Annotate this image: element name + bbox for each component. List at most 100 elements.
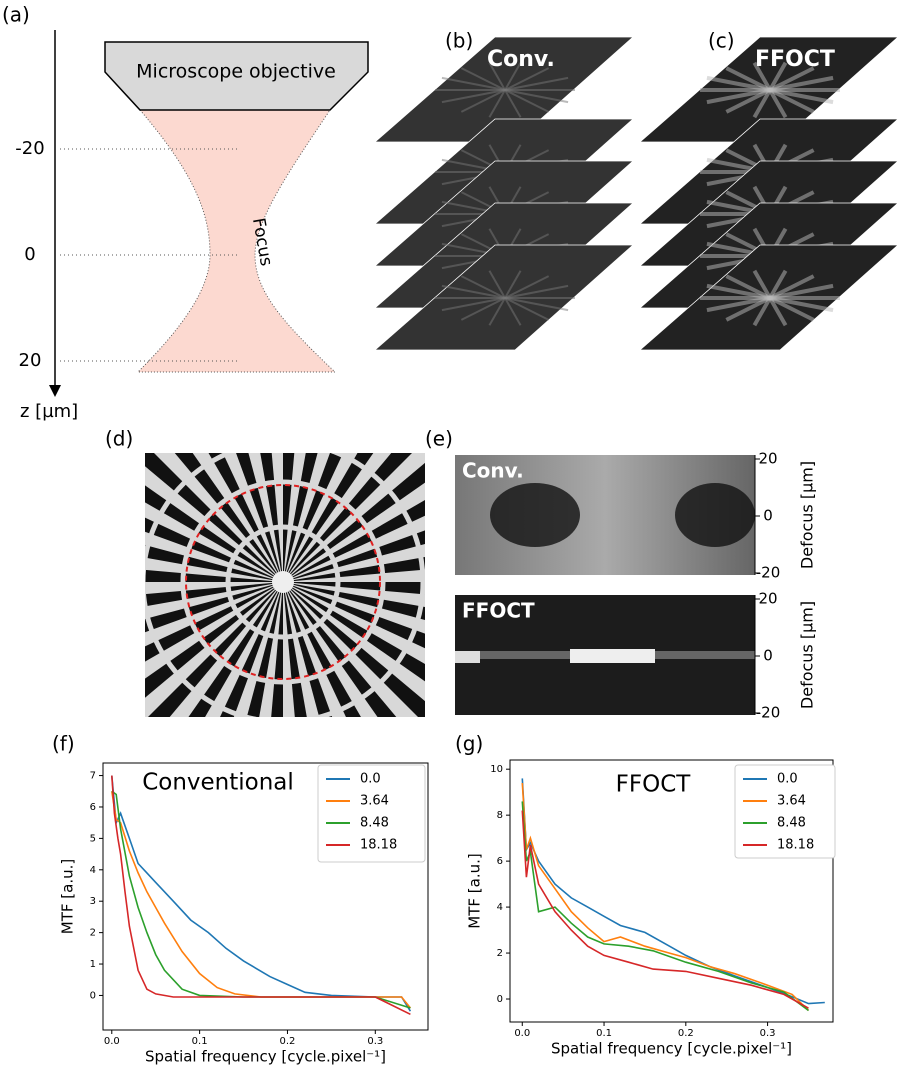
legend-label: 8.48 (777, 816, 806, 831)
slice-texture (504, 67, 550, 91)
y-tick-label: 8 (497, 810, 503, 821)
star-wedge (283, 530, 425, 582)
slice-texture (460, 67, 506, 91)
star-center (272, 571, 294, 593)
star-wedge (236, 453, 283, 582)
y-tick-label: 6 (90, 802, 96, 813)
slice-texture (504, 76, 569, 91)
y-tick-label: 0 (90, 990, 96, 1001)
y-axis-label: Defocus [µm] (798, 601, 817, 709)
y-tick-label: -20 (756, 564, 781, 582)
star-ring (180, 479, 386, 685)
slice-texture (768, 89, 788, 119)
series-line (521, 801, 809, 1012)
y-axis-label: Defocus [µm] (798, 461, 817, 569)
y-tick-label: 0 (763, 647, 773, 665)
star-wedge (145, 545, 283, 582)
star-wedge (283, 500, 425, 582)
slice-texture (460, 89, 506, 113)
series-line (111, 775, 411, 1016)
slice-texture (725, 88, 771, 114)
beam (136, 109, 337, 373)
chart-title: FFOCT (616, 772, 692, 798)
x-tick-label: 0.1 (192, 1036, 208, 1047)
y-tick-label: 20 (758, 590, 777, 608)
slice-texture (488, 89, 506, 118)
star-wedge (174, 453, 283, 582)
legend (734, 764, 836, 859)
slice-texture (441, 76, 506, 91)
panel-label: (e) (425, 427, 453, 451)
objective (104, 41, 369, 111)
star-wedge (145, 582, 283, 662)
blob (490, 483, 580, 547)
slice-texture (768, 297, 788, 327)
panel-label: (c) (708, 29, 735, 53)
panel-label: (g) (455, 732, 483, 756)
y-tick-label: 4 (90, 865, 96, 876)
legend-label: 0.0 (777, 772, 798, 787)
star-wedge (246, 582, 283, 717)
star-wedge (283, 556, 425, 582)
star-wedge (208, 453, 283, 582)
y-axis-label: MTF [a.u.] (59, 859, 77, 934)
slice-texture (706, 296, 771, 313)
star-ring (145, 453, 425, 717)
slice-texture (460, 297, 506, 321)
y-tick-label: 6 (497, 856, 503, 867)
star-wedge (145, 582, 283, 633)
slice-texture (504, 297, 569, 312)
x-tick-label: 0.3 (760, 1028, 776, 1039)
slice-texture (752, 61, 772, 91)
y-tick-label: 0 (497, 994, 503, 1005)
blob (675, 483, 755, 547)
star-wedge (148, 582, 283, 717)
stack-label: FFOCT (755, 47, 835, 72)
slice-texture (504, 62, 522, 91)
legend-label: 18.18 (360, 838, 397, 853)
panel-label: (b) (445, 29, 473, 53)
star-wedge (283, 453, 374, 582)
slice-texture (769, 88, 834, 105)
image-label: FFOCT (462, 599, 535, 623)
slice-texture (504, 89, 569, 104)
slice-texture (725, 66, 771, 92)
y-tick-label: -20 (756, 704, 781, 722)
slice-texture (769, 274, 815, 300)
plot-area (102, 762, 429, 1031)
star-wedge (283, 582, 425, 621)
slice-texture (504, 270, 522, 299)
slice-texture (706, 75, 771, 92)
y-tick-label: 2 (497, 948, 503, 959)
star-wedge (283, 453, 412, 582)
panel-label: (a) (2, 3, 30, 27)
slice-texture (488, 297, 506, 326)
slice-texture (752, 269, 772, 299)
legend-label: 8.48 (360, 816, 389, 831)
slice-texture (460, 275, 506, 299)
legend-label: 3.64 (360, 794, 389, 809)
stack-label: Conv. (487, 47, 555, 72)
star-wedge (145, 582, 283, 698)
slice-texture (504, 297, 522, 326)
roi-circle (185, 484, 381, 680)
legend-label: 18.18 (777, 838, 814, 853)
slice-texture (488, 62, 506, 91)
legend-label: 3.64 (777, 794, 806, 809)
x-tick-label: 0.1 (596, 1028, 612, 1039)
series-line (521, 810, 809, 1009)
slice-texture (768, 61, 788, 91)
slice-texture (441, 89, 506, 104)
z-tick-label: 20 (19, 350, 42, 371)
y-tick-label: 1 (90, 959, 96, 970)
slice-texture (769, 88, 815, 114)
slice-texture (504, 275, 550, 299)
series-line (111, 775, 412, 1012)
panel-label: (d) (105, 427, 133, 451)
y-tick-label: 3 (90, 896, 96, 907)
slice-texture (725, 274, 771, 300)
star-ring (225, 524, 341, 640)
star-wedge (283, 582, 307, 717)
band (570, 649, 655, 663)
y-tick-label: 5 (90, 833, 96, 844)
